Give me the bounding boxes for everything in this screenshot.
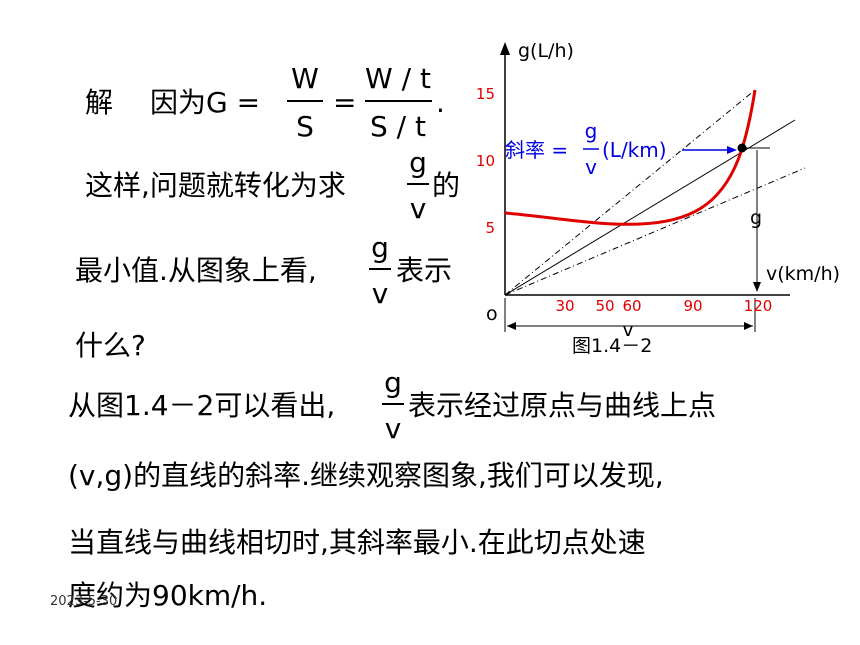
arrow — [744, 322, 753, 330]
numerator: g — [371, 231, 389, 264]
tick-label: 90 — [683, 297, 702, 315]
text: 表示经过原点与曲线上点 — [408, 389, 716, 422]
g-label: g — [750, 207, 762, 229]
slope-unit: (L/km) — [602, 138, 667, 162]
numerator: g — [409, 146, 427, 179]
numerator: W / t — [365, 62, 431, 95]
tick-label: 5 — [485, 219, 495, 237]
denominator: v — [385, 412, 402, 445]
text: 表示 — [396, 254, 452, 287]
numerator: W — [291, 62, 319, 95]
denominator: v — [372, 277, 389, 310]
denominator: v — [410, 192, 427, 225]
tick-label: 15 — [476, 85, 495, 103]
tick-label: 50 — [595, 297, 614, 315]
date: 2023-5-30 — [50, 594, 117, 609]
tick-label: 30 — [555, 297, 574, 315]
numerator: g — [384, 366, 402, 399]
text: 的 — [432, 169, 460, 202]
tangent — [504, 167, 806, 296]
arrow — [507, 322, 516, 330]
arrow — [753, 282, 761, 292]
text: . — [436, 86, 445, 119]
axis-label: g(L/h) — [518, 40, 574, 62]
figure: g(L/h) v(km/h) o 5 10 15 30 50 60 90 120… — [476, 40, 840, 357]
arrow — [500, 42, 510, 55]
text: 度约为90km/h. — [68, 579, 267, 612]
text: 因为G = — [150, 86, 260, 119]
text: = — [333, 86, 356, 119]
denominator: v — [585, 155, 597, 179]
v-label: v — [622, 319, 633, 341]
text: 最小值.从图象上看, — [75, 254, 317, 287]
text: (v,g)的直线的斜率.继续观察图象,我们可以发现, — [68, 459, 664, 492]
arrow — [727, 146, 737, 154]
origin-label: o — [486, 303, 498, 325]
tick-label: 60 — [622, 297, 641, 315]
denominator: S — [296, 110, 314, 143]
caption: 图1.4－2 — [572, 335, 652, 357]
text: 什么? — [75, 329, 146, 362]
text: 解 — [85, 86, 113, 119]
curve — [504, 89, 757, 226]
slope-label: 斜率 = — [505, 138, 568, 162]
chord — [504, 119, 796, 296]
tick-label: 120 — [744, 297, 773, 315]
chord — [504, 89, 756, 296]
text: 从图1.4－2可以看出, — [68, 389, 335, 422]
numerator: g — [585, 119, 598, 143]
axis-label: v(km/h) — [766, 263, 840, 285]
text: 当直线与曲线相切时,其斜率最小.在此切点处速 — [68, 526, 646, 559]
tick-label: 10 — [476, 152, 495, 170]
text: 这样,问题就转化为求 — [85, 169, 346, 202]
denominator: S / t — [370, 110, 426, 143]
